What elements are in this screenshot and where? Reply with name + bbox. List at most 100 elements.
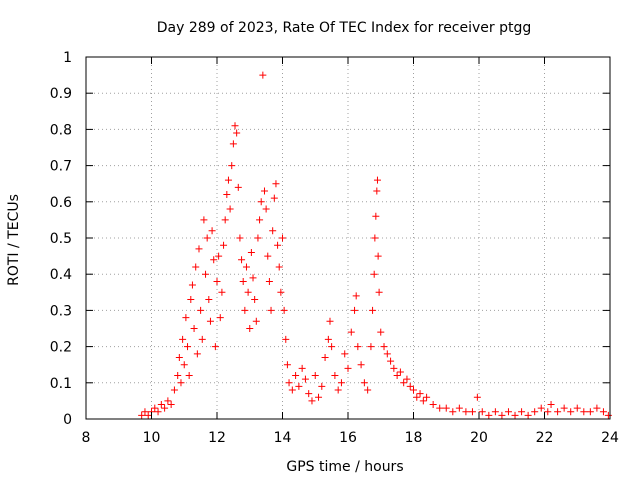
data-point (292, 372, 300, 380)
data-point (396, 368, 404, 376)
data-points (138, 71, 612, 419)
data-point (360, 379, 368, 387)
data-point (547, 401, 555, 409)
data-point (213, 277, 221, 285)
x-tick-label: 16 (339, 430, 357, 446)
data-point (364, 386, 372, 394)
data-point (370, 270, 378, 278)
data-point (151, 404, 159, 412)
data-point (406, 382, 414, 390)
data-point (192, 263, 200, 271)
y-tick-label: 0.7 (50, 159, 72, 175)
data-point (221, 216, 229, 224)
data-point (371, 234, 379, 242)
data-point (264, 252, 272, 260)
data-point (387, 357, 395, 365)
data-point (265, 277, 273, 285)
data-point (354, 343, 362, 351)
data-point (369, 306, 377, 314)
data-point (321, 353, 329, 361)
data-point (560, 404, 568, 412)
data-point (241, 306, 249, 314)
data-point (205, 296, 213, 304)
data-point (252, 317, 260, 325)
data-point (298, 364, 306, 372)
data-point (170, 386, 178, 394)
y-tick-label: 1 (63, 50, 72, 66)
data-point (410, 386, 417, 394)
data-point (400, 379, 408, 387)
data-point (380, 343, 388, 351)
data-point (233, 129, 241, 137)
data-point (177, 379, 185, 387)
data-point (167, 401, 175, 409)
grid-lines (86, 57, 610, 419)
data-point (270, 194, 278, 202)
data-point (228, 162, 236, 170)
data-point (208, 227, 216, 235)
x-tick-label: 24 (601, 430, 619, 446)
data-point (202, 270, 210, 278)
data-point (242, 263, 250, 271)
x-tick-label: 10 (143, 430, 161, 446)
data-point (518, 408, 526, 416)
data-point (295, 382, 303, 390)
data-point (373, 187, 381, 195)
y-tick-label: 0.1 (50, 376, 72, 392)
y-axis-ticks: 0 0.1 0.2 0.3 0.4 0.5 0.6 0.7 0.8 0.9 1 (50, 50, 610, 428)
data-point (218, 288, 226, 296)
data-point (436, 404, 444, 412)
data-point (554, 408, 562, 416)
data-point (537, 404, 545, 412)
x-tick-label: 20 (470, 430, 488, 446)
data-point (182, 314, 190, 322)
data-point (315, 393, 323, 401)
data-point (259, 71, 267, 79)
data-point (211, 343, 219, 351)
data-point (352, 292, 360, 300)
data-point (274, 241, 282, 249)
data-point (175, 353, 183, 361)
data-point (254, 234, 262, 242)
data-point (567, 408, 575, 416)
data-point (197, 306, 205, 314)
data-point (524, 411, 532, 419)
data-point (455, 404, 463, 412)
data-point (586, 408, 594, 416)
data-point (193, 350, 201, 358)
data-point (187, 296, 195, 304)
y-tick-label: 0.4 (50, 267, 72, 283)
y-tick-label: 0.5 (50, 231, 72, 247)
data-point (393, 372, 401, 380)
data-point (326, 317, 334, 325)
data-point (138, 411, 146, 419)
data-point (413, 393, 421, 401)
data-point (373, 176, 381, 184)
data-point (308, 397, 316, 405)
data-point (573, 404, 581, 412)
data-point (285, 379, 293, 387)
data-point (180, 361, 188, 369)
data-point (229, 140, 237, 148)
data-point (341, 350, 349, 358)
data-point (429, 401, 437, 409)
data-point (174, 372, 182, 380)
data-point (164, 397, 172, 405)
data-point (251, 296, 259, 304)
data-point (220, 241, 228, 249)
data-point (504, 408, 512, 416)
data-point (185, 372, 193, 380)
data-point (419, 397, 427, 405)
data-point (246, 325, 254, 332)
data-point (239, 277, 247, 285)
data-point (247, 248, 255, 256)
data-point (311, 372, 319, 380)
data-point (544, 408, 552, 416)
data-point (260, 187, 268, 195)
data-point (179, 335, 187, 343)
data-point (198, 335, 206, 343)
data-point (190, 325, 198, 332)
data-point (593, 404, 601, 412)
data-point (442, 404, 450, 412)
data-point (154, 408, 162, 416)
